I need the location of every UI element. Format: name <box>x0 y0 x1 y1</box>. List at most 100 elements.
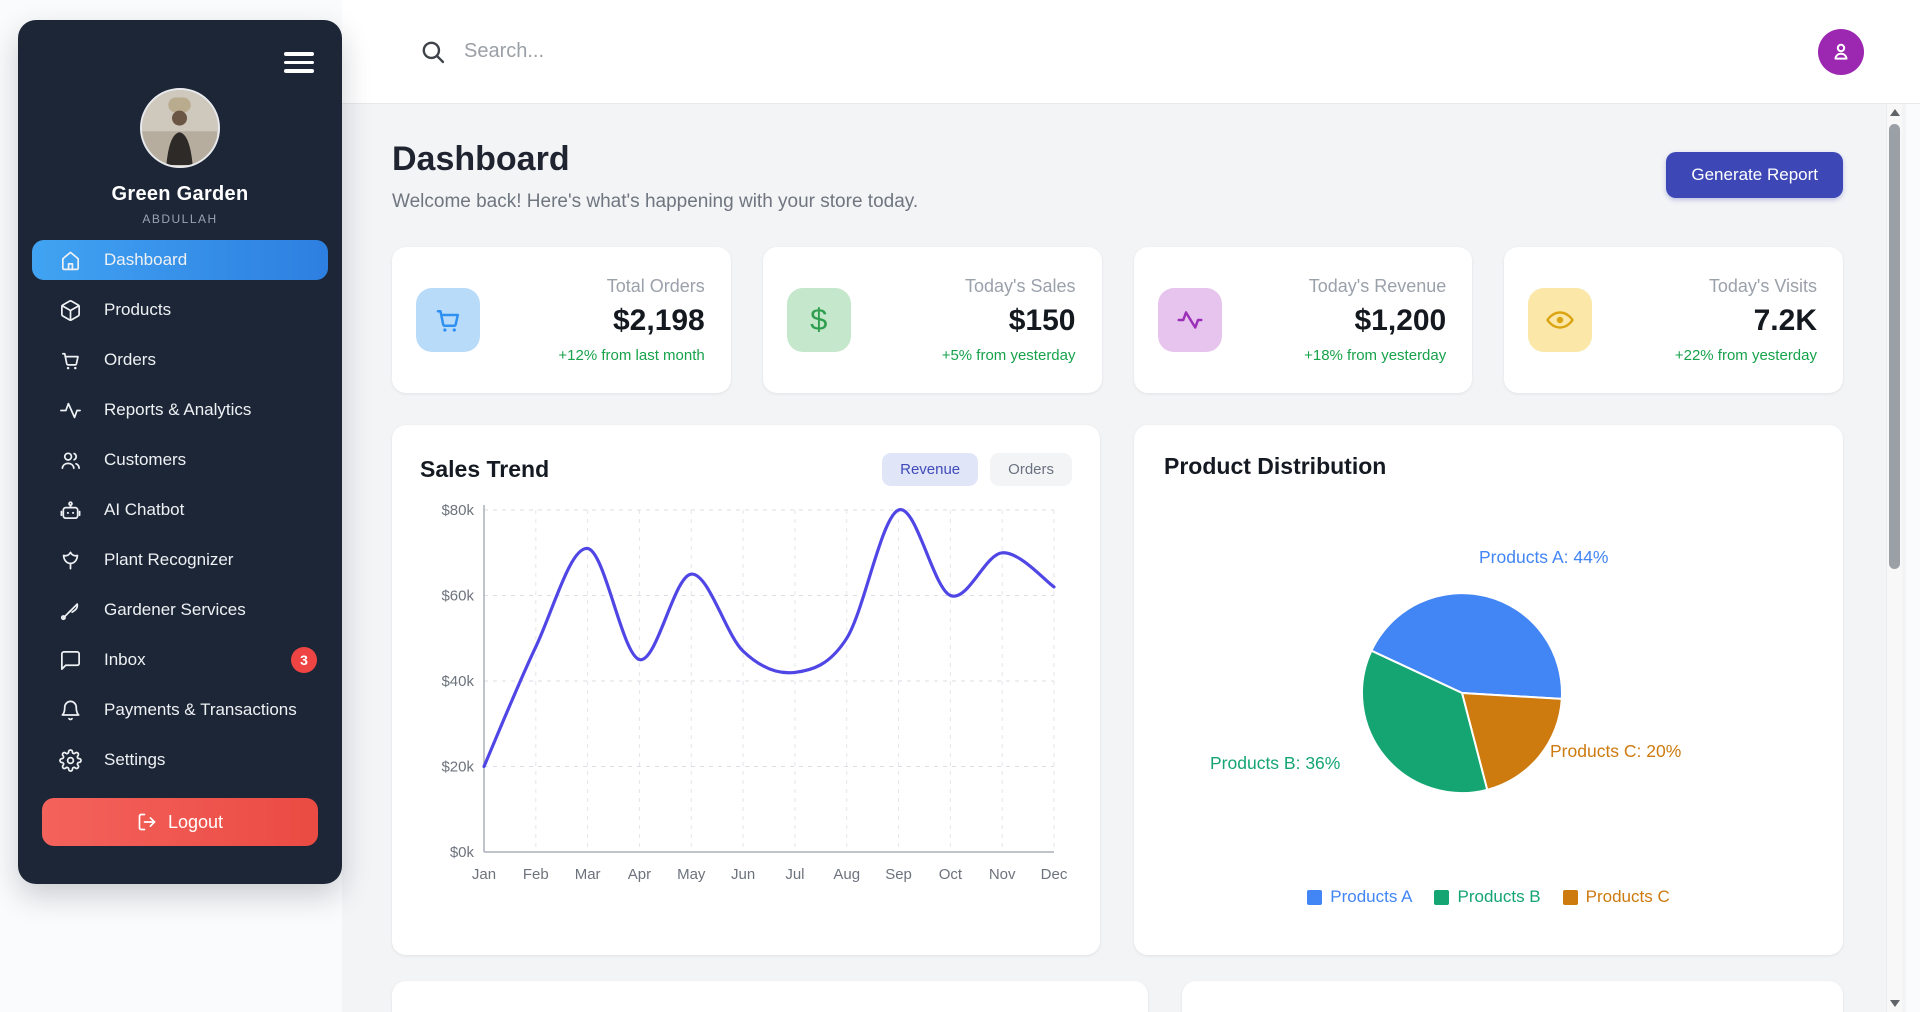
stat-change: +12% from last month <box>558 347 705 364</box>
flower-icon <box>62 550 79 570</box>
toggle-revenue[interactable]: Revenue <box>882 453 979 486</box>
sidebar-item-label: Settings <box>104 750 166 769</box>
svg-text:Dec: Dec <box>1041 866 1068 883</box>
stat-label: Today's Visits <box>1708 276 1817 296</box>
sidebar-item-label: Inbox <box>104 650 146 669</box>
profile-section: Green Garden ABDULLAH <box>18 20 342 226</box>
stat-card-todays-visits: Today's Visits 7.2K +22% from yesterday <box>1504 247 1843 393</box>
charts-row: Sales Trend Revenue Orders Jan Feb Mar Apr M… <box>392 425 1843 955</box>
sales-trend-title: Sales Trend <box>420 456 550 482</box>
sidebar-item-ai-chatbot[interactable]: AI Chatbot <box>32 490 328 530</box>
search-icon <box>422 41 445 63</box>
sidebar-item-dashboard[interactable]: Dashboard <box>32 240 328 280</box>
sidebar-item-label: Gardener Services <box>104 600 246 619</box>
sidebar-item-plant-recognizer[interactable]: Plant Recognizer <box>32 540 328 580</box>
bottom-card-partial <box>392 981 1148 1012</box>
page-header: Dashboard Welcome back! Here's what's ha… <box>392 140 1843 213</box>
user-avatar-button[interactable] <box>1818 28 1864 75</box>
dollar-icon: $ <box>786 288 851 352</box>
scrollbar[interactable] <box>1886 104 1902 1012</box>
chat-icon <box>61 650 80 670</box>
svg-text:Jan: Jan <box>472 866 496 883</box>
bottom-card-partial <box>1182 981 1843 1012</box>
sidebar-item-reports[interactable]: Reports & Analytics <box>32 390 328 430</box>
sidebar-item-payments[interactable]: Payments & Transactions <box>32 690 328 730</box>
sidebar-menu: Dashboard Products Orders Reports & Anal… <box>18 240 342 780</box>
sidebar-item-label: Customers <box>104 450 187 469</box>
legend-swatch <box>1434 889 1450 905</box>
sidebar-item-label: Orders <box>104 350 156 369</box>
sidebar-item-gardener-services[interactable]: Gardener Services <box>32 590 328 630</box>
profile-photo-image <box>142 90 217 165</box>
stat-value: 7.2K <box>1753 304 1817 337</box>
main-content: Dashboard Welcome back! Here's what's ha… <box>342 104 1906 1012</box>
toggle-orders[interactable]: Orders <box>990 453 1072 486</box>
svg-text:Nov: Nov <box>989 866 1016 883</box>
generate-report-button[interactable]: Generate Report <box>1666 152 1843 198</box>
page-title: Dashboard <box>392 140 570 178</box>
topbar <box>342 0 1920 104</box>
robot-icon <box>60 500 81 519</box>
sidebar-item-products[interactable]: Products <box>32 290 328 330</box>
hamburger-menu-icon[interactable] <box>284 52 314 78</box>
sidebar-item-label: Reports & Analytics <box>104 400 252 419</box>
scrollbar-thumb[interactable] <box>1889 124 1900 569</box>
svg-text:Feb: Feb <box>523 866 549 883</box>
logout-label: Logout <box>167 811 224 832</box>
svg-text:Jul: Jul <box>785 866 804 883</box>
svg-text:$60k: $60k <box>441 588 474 605</box>
legend-products-a: Products A <box>1307 887 1412 907</box>
pie-label-products-c: Products C: 20% <box>1550 741 1682 761</box>
sidebar: Green Garden ABDULLAH Dashboard Products… <box>18 20 342 884</box>
users-icon <box>61 451 80 469</box>
svg-text:$80k: $80k <box>441 502 474 519</box>
legend-products-b: Products B <box>1434 887 1541 907</box>
sidebar-item-label: Payments & Transactions <box>104 700 297 719</box>
sidebar-item-inbox[interactable]: Inbox 3 <box>32 640 328 680</box>
svg-text:Sep: Sep <box>885 866 912 883</box>
stat-card-todays-sales: $ Today's Sales $150 +5% from yesterday <box>762 247 1102 393</box>
gear-icon <box>59 748 82 772</box>
pulse-icon <box>1157 288 1222 352</box>
svg-text:$20k: $20k <box>441 759 474 776</box>
svg-text:Aug: Aug <box>833 866 860 883</box>
inbox-unread-badge: 3 <box>291 647 317 673</box>
sidebar-item-customers[interactable]: Customers <box>32 440 328 480</box>
stat-change: +5% from yesterday <box>941 347 1076 364</box>
stat-change: +22% from yesterday <box>1674 347 1817 364</box>
profile-photo[interactable] <box>140 88 220 168</box>
stat-label: Today's Sales <box>965 276 1076 296</box>
product-distribution-title: Product Distribution <box>1164 453 1387 479</box>
scrollbar-up-arrow[interactable] <box>1890 109 1900 116</box>
svg-text:Oct: Oct <box>939 866 963 883</box>
bell-icon <box>61 700 80 720</box>
store-user: ABDULLAH <box>142 212 218 226</box>
stat-card-total-orders: Total Orders $2,198 +12% from last month <box>392 247 731 393</box>
scrollbar-down-arrow[interactable] <box>1890 1000 1900 1007</box>
sidebar-item-label: Dashboard <box>104 250 188 269</box>
search-input[interactable] <box>464 40 1164 63</box>
cart-icon <box>61 352 79 369</box>
sidebar-item-settings[interactable]: Settings <box>32 740 328 780</box>
svg-text:Mar: Mar <box>575 866 601 883</box>
package-icon <box>61 299 80 321</box>
sales-trend-card: Sales Trend Revenue Orders Jan Feb Mar Apr M… <box>392 425 1100 955</box>
page-subtitle: Welcome back! Here's what's happening wi… <box>392 191 919 212</box>
sidebar-item-label: Products <box>104 300 172 319</box>
stat-cards-row: Total Orders $2,198 +12% from last month… <box>392 247 1843 393</box>
stat-card-todays-revenue: Today's Revenue $1,200 +18% from yesterd… <box>1133 247 1473 393</box>
stat-value: $2,198 <box>612 304 705 337</box>
bottom-cards-row <box>392 981 1843 1012</box>
logout-button[interactable]: Logout <box>42 798 318 846</box>
sidebar-item-label: Plant Recognizer <box>104 550 234 569</box>
svg-text:Apr: Apr <box>628 866 651 883</box>
stat-change: +18% from yesterday <box>1304 347 1447 364</box>
activity-icon <box>60 402 81 418</box>
pie-label-products-b: Products B: 36% <box>1210 753 1341 773</box>
product-distribution-card: Product Distribution Products A: 44% Pro… <box>1134 425 1843 955</box>
search-bar <box>420 39 1818 65</box>
sales-trend-line-chart: Jan Feb Mar Apr May Jun Jul Aug Sep Oct Nov Dec $0k $… <box>441 502 1068 883</box>
stat-value: $1,200 <box>1354 304 1447 337</box>
pie-legend: Products A Products B Products C <box>1134 887 1843 907</box>
sidebar-item-orders[interactable]: Orders <box>32 340 328 380</box>
